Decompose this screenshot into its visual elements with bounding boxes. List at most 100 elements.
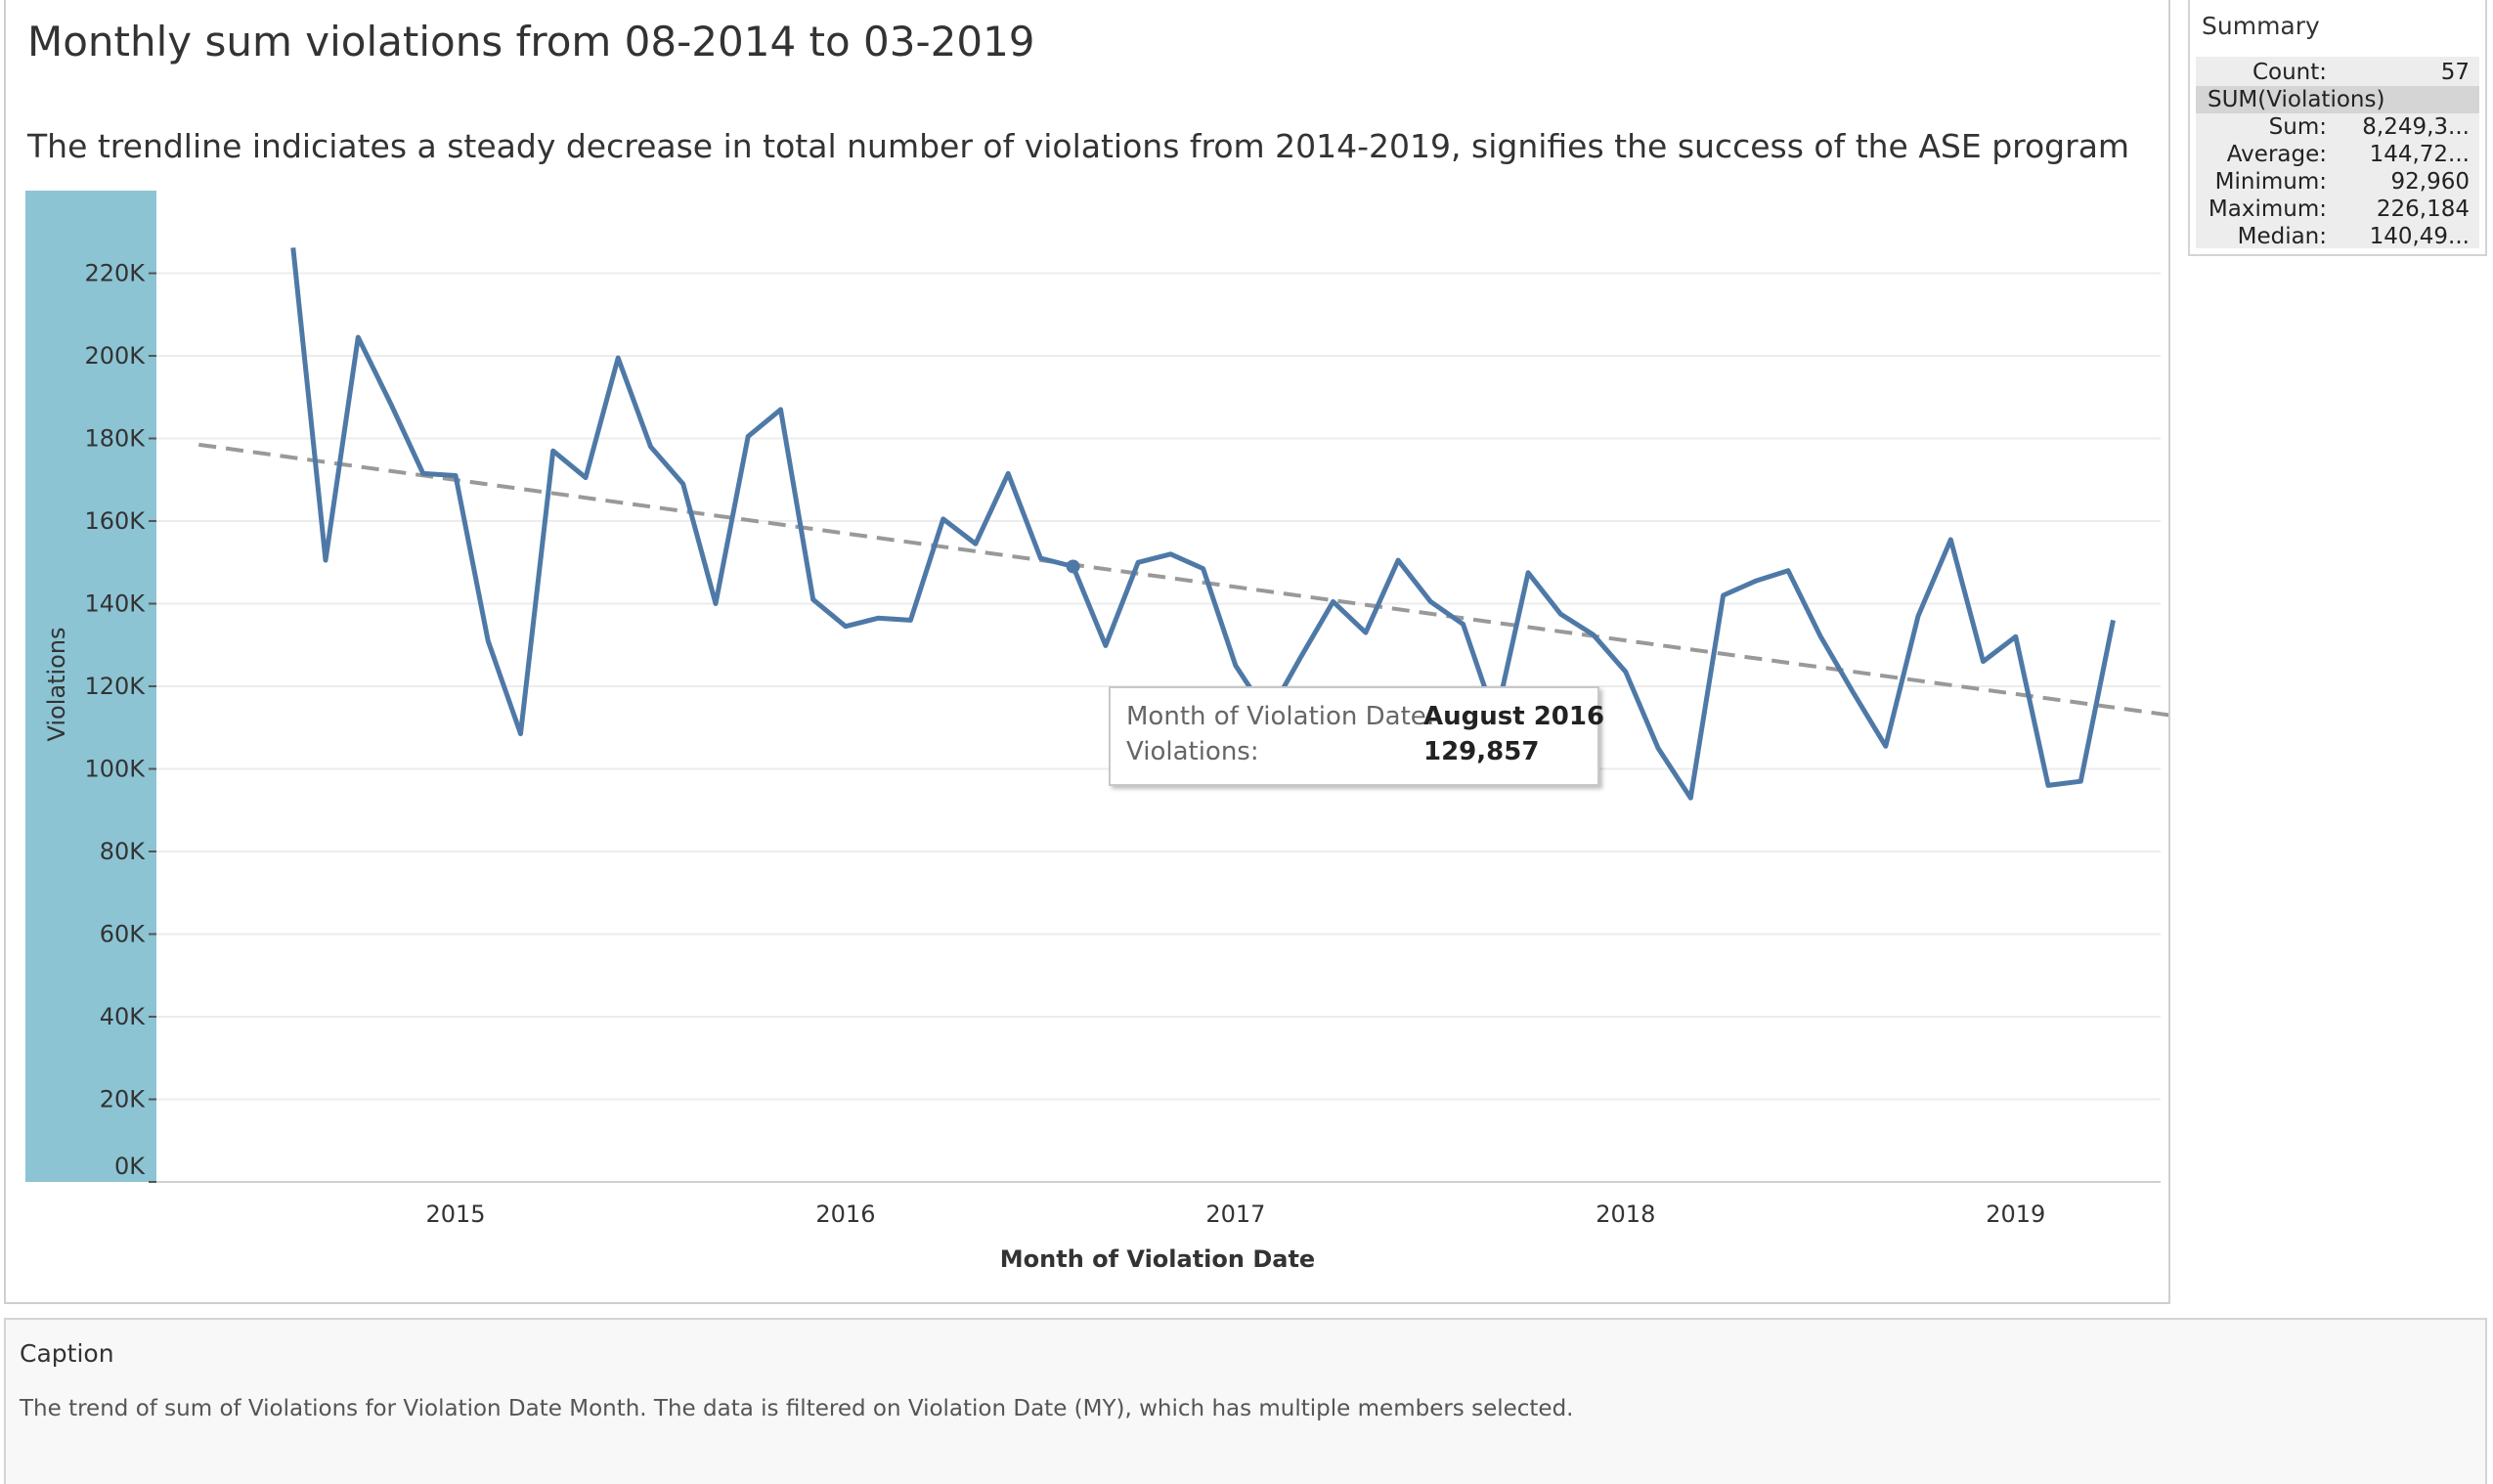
summary-title: Summary bbox=[2202, 12, 2320, 40]
data-point[interactable] bbox=[1748, 573, 1764, 589]
data-point[interactable] bbox=[1520, 565, 1536, 581]
median-value: 140,49... bbox=[2369, 224, 2470, 249]
tooltip-month-label: Month of Violation Date: bbox=[1126, 702, 1435, 731]
data-point[interactable] bbox=[1326, 593, 1341, 609]
data-point[interactable] bbox=[1098, 637, 1114, 653]
data-point[interactable] bbox=[1780, 563, 1796, 579]
count-label: Count: bbox=[2252, 60, 2327, 85]
y-axis-ticks: 0K 20K 40K 60K 80K 100K 120K 140K 160K 180K 200K 22… bbox=[84, 260, 156, 1183]
data-point[interactable] bbox=[1422, 593, 1438, 609]
data-point[interactable] bbox=[480, 633, 496, 649]
data-point[interactable] bbox=[610, 350, 626, 366]
summary-row-sum: Sum: 8,249,3... bbox=[2196, 113, 2479, 141]
data-point[interactable] bbox=[2008, 629, 2024, 644]
series-line-violations[interactable] bbox=[290, 247, 2116, 801]
sum-value: 8,249,3... bbox=[2362, 114, 2470, 140]
y-tick-label: 80K bbox=[100, 838, 147, 865]
highlighted-point[interactable] bbox=[1066, 559, 1080, 574]
data-point[interactable] bbox=[546, 443, 561, 458]
line-chart[interactable]: 0K 20K 40K 60K 80K 100K 120K 140K 160K 180K 200K 22… bbox=[6, 0, 2168, 1304]
data-point[interactable] bbox=[448, 468, 463, 484]
data-point[interactable] bbox=[1162, 546, 1178, 562]
x-tick-label: 2017 bbox=[1205, 1200, 1265, 1228]
caption-panel: Caption The trend of sum of Violations f… bbox=[4, 1318, 2487, 1484]
data-point[interactable] bbox=[2040, 777, 2056, 793]
data-point[interactable] bbox=[416, 465, 431, 481]
data-point[interactable] bbox=[1032, 550, 1048, 566]
caption-title: Caption bbox=[20, 1339, 114, 1368]
minimum-label: Minimum: bbox=[2214, 169, 2327, 195]
data-point[interactable] bbox=[1292, 649, 1308, 665]
data-point[interactable] bbox=[1650, 740, 1666, 756]
y-tick-label: 120K bbox=[84, 673, 146, 700]
data-point[interactable] bbox=[1618, 664, 1634, 679]
summary-panel: Summary Count: 57 SUM(Violations) Sum: 8… bbox=[2188, 0, 2487, 256]
data-point[interactable] bbox=[772, 402, 788, 417]
average-value: 144,72... bbox=[2369, 142, 2470, 167]
data-point[interactable] bbox=[1456, 617, 1471, 633]
x-tick-label: 2016 bbox=[815, 1200, 875, 1228]
data-point[interactable] bbox=[1553, 606, 1568, 622]
data-point[interactable] bbox=[708, 596, 723, 612]
summary-measure-header: SUM(Violations) bbox=[2196, 86, 2479, 113]
data-point[interactable] bbox=[2105, 612, 2121, 628]
data-point[interactable] bbox=[806, 591, 821, 607]
data-point[interactable] bbox=[1683, 790, 1698, 806]
data-point[interactable] bbox=[1813, 629, 1828, 644]
data-point[interactable] bbox=[1910, 608, 1926, 624]
y-tick-label: 140K bbox=[84, 590, 146, 618]
data-point[interactable] bbox=[1390, 552, 1406, 568]
data-point[interactable] bbox=[642, 439, 658, 455]
chart-panel: Monthly sum violations from 08-2014 to 0… bbox=[4, 0, 2170, 1304]
data-point[interactable] bbox=[870, 610, 886, 626]
y-tick-label: 60K bbox=[100, 921, 147, 948]
data-point[interactable] bbox=[968, 536, 984, 551]
data-point[interactable] bbox=[578, 470, 593, 486]
data-point[interactable] bbox=[318, 552, 333, 568]
summary-row-average: Average: 144,72... bbox=[2196, 141, 2479, 168]
chart-subtitle: The trendline indiciates a steady decrea… bbox=[27, 127, 2130, 165]
data-point[interactable] bbox=[902, 612, 918, 628]
data-point[interactable] bbox=[285, 240, 301, 255]
data-point[interactable] bbox=[1228, 658, 1244, 674]
data-point[interactable] bbox=[936, 511, 951, 527]
y-tick-label: 220K bbox=[84, 260, 146, 287]
x-tick-label: 2018 bbox=[1596, 1200, 1655, 1228]
data-point[interactable] bbox=[838, 619, 853, 634]
data-point[interactable] bbox=[1196, 561, 1211, 577]
data-point[interactable] bbox=[1716, 588, 1731, 603]
summary-row-minimum: Minimum: 92,960 bbox=[2196, 168, 2479, 196]
data-point[interactable] bbox=[1000, 465, 1016, 481]
summary-row-count: Count: 57 bbox=[2196, 59, 2479, 86]
chart-title: Monthly sum violations from 08-2014 to 0… bbox=[27, 18, 1035, 65]
average-label: Average: bbox=[2226, 142, 2327, 167]
median-label: Median: bbox=[2237, 224, 2327, 249]
data-point[interactable] bbox=[1943, 532, 1958, 547]
data-point[interactable] bbox=[1878, 738, 1894, 754]
tooltip-month-value: August 2016 bbox=[1423, 702, 1605, 731]
data-point[interactable] bbox=[383, 396, 399, 412]
data-point[interactable] bbox=[740, 428, 756, 444]
data-point[interactable] bbox=[1586, 627, 1601, 642]
y-tick-label: 20K bbox=[100, 1086, 147, 1113]
data-point[interactable] bbox=[1358, 625, 1374, 640]
minimum-value: 92,960 bbox=[2390, 169, 2470, 195]
summary-row-median: Median: 140,49... bbox=[2196, 223, 2479, 250]
summary-row-maximum: Maximum: 226,184 bbox=[2196, 196, 2479, 223]
y-axis-label: Violations bbox=[43, 627, 70, 741]
tooltip-violations-label: Violations: bbox=[1126, 737, 1259, 766]
trendline[interactable] bbox=[198, 442, 2168, 723]
data-point[interactable] bbox=[1130, 554, 1146, 570]
data-point[interactable] bbox=[676, 476, 691, 492]
x-tick-label: 2019 bbox=[1986, 1200, 2045, 1228]
x-axis-label: Month of Violation Date bbox=[1000, 1245, 1315, 1273]
data-point[interactable] bbox=[350, 329, 366, 345]
data-point[interactable] bbox=[2073, 773, 2088, 789]
y-tick-label: 200K bbox=[84, 342, 146, 370]
data-point[interactable] bbox=[1976, 654, 1991, 670]
y-tick-label: 180K bbox=[84, 425, 146, 453]
data-point[interactable] bbox=[512, 726, 528, 742]
data-point[interactable] bbox=[1846, 684, 1861, 700]
y-axis-band[interactable] bbox=[25, 191, 156, 1182]
y-tick-label: 100K bbox=[84, 756, 146, 783]
